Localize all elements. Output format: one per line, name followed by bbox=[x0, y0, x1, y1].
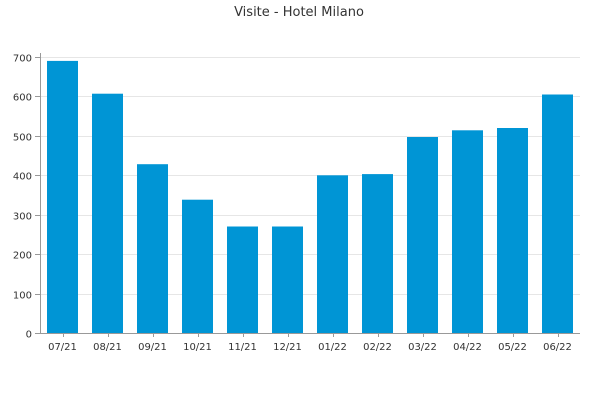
y-tick-label: 100 bbox=[13, 291, 32, 302]
bar bbox=[182, 199, 213, 333]
x-tick-label: 11/21 bbox=[228, 342, 257, 353]
x-tick-label: 06/22 bbox=[543, 342, 572, 353]
x-tick-label: 02/22 bbox=[363, 342, 392, 353]
bar bbox=[407, 137, 438, 333]
bar bbox=[47, 60, 78, 334]
y-tick-label: 300 bbox=[13, 212, 32, 223]
bar bbox=[227, 226, 258, 333]
bar bbox=[92, 93, 123, 333]
bar bbox=[452, 130, 483, 333]
y-tick-label: 200 bbox=[13, 251, 32, 262]
y-tick-label: 700 bbox=[13, 54, 32, 65]
bar bbox=[317, 175, 348, 333]
y-tick-label: 500 bbox=[13, 133, 32, 144]
x-tick-label: 05/22 bbox=[498, 342, 527, 353]
grid-lines bbox=[40, 57, 580, 295]
x-tick-labels: 07/21 08/21 09/21 10/21 11/21 12/21 01/22 02/22… bbox=[48, 342, 572, 353]
x-tick-label: 07/21 bbox=[48, 342, 77, 353]
axes bbox=[35, 53, 580, 337]
bars bbox=[47, 60, 573, 334]
x-tick-label: 12/21 bbox=[273, 342, 302, 353]
y-tick-label: 400 bbox=[13, 172, 32, 183]
x-tick-label: 01/22 bbox=[318, 342, 347, 353]
x-tick-label: 08/21 bbox=[93, 342, 122, 353]
x-tick-label: 03/22 bbox=[408, 342, 437, 353]
bar bbox=[137, 164, 168, 333]
y-tick-labels: 0 100 200 300 400 500 600 700 bbox=[13, 54, 32, 341]
y-tick-label: 0 bbox=[26, 330, 32, 341]
x-tick-label: 09/21 bbox=[138, 342, 167, 353]
y-tick-label: 600 bbox=[13, 93, 32, 104]
bar bbox=[272, 226, 303, 333]
bar bbox=[497, 128, 528, 333]
chart-title: Visite - Hotel Milano bbox=[234, 5, 364, 20]
bar bbox=[362, 174, 393, 333]
bar bbox=[542, 94, 573, 333]
x-tick-label: 04/22 bbox=[453, 342, 482, 353]
x-tick-label: 10/21 bbox=[183, 342, 212, 353]
